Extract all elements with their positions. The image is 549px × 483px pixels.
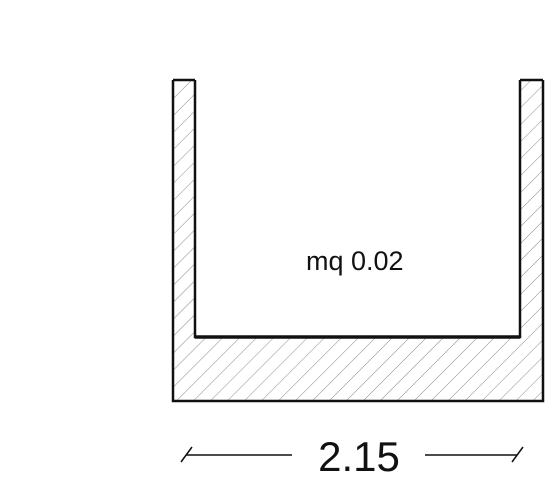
wall-inner-outline [193,80,522,339]
wall-section [173,80,543,401]
room-area-label: mq 0.02 [306,246,404,276]
dimension-tick-left [180,446,193,463]
dimension-width-label: 2.15 [318,433,400,480]
dimension-tick-right [511,446,524,463]
wall-outer-outline [171,80,545,403]
